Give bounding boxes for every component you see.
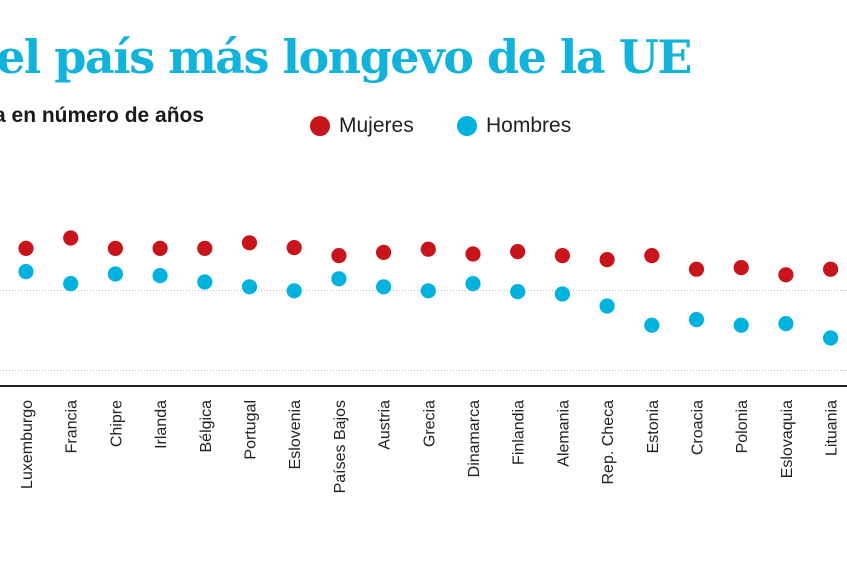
point-hombres [688,312,705,328]
point-hombres [644,317,660,333]
point-mujeres [331,248,347,264]
legend-item-hombres: Hombres [457,114,571,138]
point-hombres [599,298,615,314]
x-tick-label: Rep. Checa [600,400,617,485]
point-hombres [241,279,258,295]
x-tick-label: Estonia [645,400,662,453]
x-tick-label: Grecia [421,400,438,447]
point-mujeres [241,235,258,251]
point-mujeres [778,267,794,283]
point-mujeres [733,260,749,276]
point-hombres [286,283,302,299]
point-mujeres [152,240,168,256]
point-mujeres [107,240,123,256]
point-hombres [18,264,34,280]
point-mujeres [420,241,436,257]
point-hombres [510,284,526,300]
x-tick-label: Chipre [108,400,125,447]
chart-title: el país más longevo de la UE [0,30,692,84]
x-tick-label: Polonia [734,400,751,453]
point-hombres [152,268,168,284]
x-tick-label: Austria [377,400,394,450]
point-hombres [778,316,794,332]
x-tick-label: Alemania [555,400,572,467]
legend-item-mujeres: Mujeres [310,114,414,138]
point-hombres [331,271,347,287]
point-hombres [465,276,481,292]
legend-marker-mujeres [310,116,330,136]
x-tick-label: Luxemburgo [19,400,36,489]
point-mujeres [554,248,571,264]
point-mujeres [286,240,302,256]
x-tick-label: Dinamarca [466,400,483,477]
x-tick-label: Eslovaquia [779,400,796,478]
point-hombres [107,266,123,282]
chart-subtitle: a en número de años [0,104,205,127]
point-mujeres [376,244,392,260]
legend-marker-hombres [457,116,477,136]
x-tick-label: Países Bajos [332,400,349,493]
point-mujeres [823,261,839,277]
x-tick-label: Portugal [243,400,260,460]
point-hombres [376,279,392,295]
x-tick-label: Finlandia [511,400,528,465]
point-mujeres [63,230,79,246]
point-hombres [823,330,839,346]
point-mujeres [465,246,481,262]
point-hombres [63,276,79,292]
point-hombres [420,283,436,299]
x-tick-label: Francia [64,400,81,453]
point-mujeres [644,248,660,264]
point-hombres [197,274,213,290]
point-hombres [554,286,571,302]
legend-label-mujeres: Mujeres [339,114,414,137]
legend-label-hombres: Hombres [486,114,572,137]
point-hombres [733,317,749,333]
x-tick-label: Bélgica [198,400,215,453]
point-mujeres [510,244,526,260]
x-tick-label: Lituania [824,400,841,456]
x-tick-label: Eslovenia [287,400,304,469]
point-mujeres [18,240,34,256]
point-mujeres [688,261,705,277]
x-tick-label: Irlanda [153,400,170,449]
point-mujeres [599,252,615,268]
x-tick-label: Croacia [690,400,707,455]
point-mujeres [197,240,213,256]
